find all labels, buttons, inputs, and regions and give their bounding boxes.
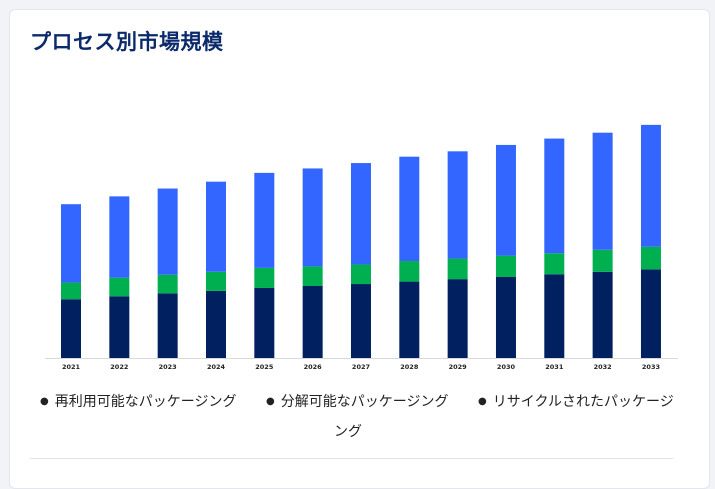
legend-item-recycled[interactable]: ● リサイクルされたパッケージ xyxy=(478,387,674,417)
bar-segment-2022-series-3 xyxy=(109,196,130,278)
bar-segment-2026-series-3 xyxy=(302,168,323,267)
x-tick-label: 2021 xyxy=(62,363,81,371)
bar-segment-2032-series-3 xyxy=(592,132,613,250)
bar-segment-2024-series-2 xyxy=(205,271,226,291)
legend-bullet: ● xyxy=(40,396,49,407)
bar-segment-2023-series-3 xyxy=(157,188,178,275)
bar-segment-2029-series-2 xyxy=(447,258,468,280)
bar-segment-2028-series-2 xyxy=(399,261,420,282)
x-tick-label: 2023 xyxy=(159,363,177,371)
x-tick-label: 2033 xyxy=(642,363,660,371)
bar-segment-2030-series-1 xyxy=(495,276,516,358)
bar-segment-2033-series-2 xyxy=(640,246,661,270)
x-tick-label: 2032 xyxy=(594,363,612,371)
bar-segment-2031-series-1 xyxy=(544,274,565,358)
bar-segment-2022-series-1 xyxy=(109,296,130,358)
legend-bullet: ● xyxy=(478,396,487,407)
bar-segment-2029-series-1 xyxy=(447,279,468,358)
x-tick-label: 2026 xyxy=(304,363,323,371)
divider xyxy=(30,458,673,459)
bar-segment-2032-series-1 xyxy=(592,271,613,358)
bar-segment-2031-series-3 xyxy=(544,138,565,254)
bar-segment-2021-series-3 xyxy=(61,204,81,283)
x-tick-label: 2028 xyxy=(400,363,419,371)
bar-segment-2028-series-1 xyxy=(399,281,420,358)
bar-segment-2032-series-2 xyxy=(592,249,613,272)
bar-segment-2026-series-1 xyxy=(302,286,323,358)
legend-item-degradable[interactable]: ● 分解可能なパッケージング xyxy=(266,387,448,417)
x-tick-label: 2025 xyxy=(255,363,274,371)
bar-segment-2030-series-2 xyxy=(495,255,516,277)
bar-segment-2021-series-1 xyxy=(61,299,81,358)
bar-segment-2024-series-3 xyxy=(205,181,226,272)
bar-segment-2031-series-2 xyxy=(544,253,565,275)
legend-label: 分解可能なパッケージング xyxy=(280,394,449,410)
legend-label: リサイクルされたパッケージ xyxy=(492,394,674,410)
bar-segment-2025-series-1 xyxy=(254,287,275,358)
legend-label-wrap: ング xyxy=(334,424,362,440)
legend-label: 再利用可能なパッケージング xyxy=(54,394,237,410)
bar-segment-2028-series-3 xyxy=(399,156,420,262)
x-tick-label: 2027 xyxy=(352,363,370,371)
stacked-bar-chart: 2021 2022 2023 2024 2025 2026 2027 2028 2029 2030… xyxy=(45,124,678,371)
bar-segment-2024-series-1 xyxy=(205,290,226,358)
bar-segment-2021-series-2 xyxy=(61,282,81,300)
bar-segment-2033-series-3 xyxy=(640,124,661,247)
x-tick-label: 2030 xyxy=(497,363,516,371)
bar-segment-2027-series-3 xyxy=(350,163,371,265)
x-tick-label: 2031 xyxy=(545,363,564,371)
bar-segment-2029-series-3 xyxy=(447,151,468,259)
bar-segment-2023-series-2 xyxy=(157,274,178,294)
chart-title: プロセス別市場規模 xyxy=(30,30,224,54)
x-tick-label: 2029 xyxy=(449,363,468,371)
bar-segment-2023-series-1 xyxy=(157,293,178,358)
bar-segment-2027-series-2 xyxy=(350,264,371,285)
x-tick-label: 2024 xyxy=(207,363,226,371)
bar-segment-2027-series-1 xyxy=(350,284,371,358)
bar-segment-2025-series-3 xyxy=(254,172,275,268)
legend-item-reusable[interactable]: ● 再利用可能なパッケージング xyxy=(40,387,236,417)
bar-segment-2030-series-3 xyxy=(495,144,516,256)
bar-segment-2025-series-2 xyxy=(254,267,275,288)
legend-bullet: ● xyxy=(266,396,275,407)
x-tick-label: 2022 xyxy=(110,363,128,371)
legend-item-recycled-wrap: ング xyxy=(334,417,362,447)
bar-segment-2026-series-2 xyxy=(302,266,323,286)
bar-segment-2022-series-2 xyxy=(109,277,130,297)
bar-segment-2033-series-1 xyxy=(640,269,661,358)
